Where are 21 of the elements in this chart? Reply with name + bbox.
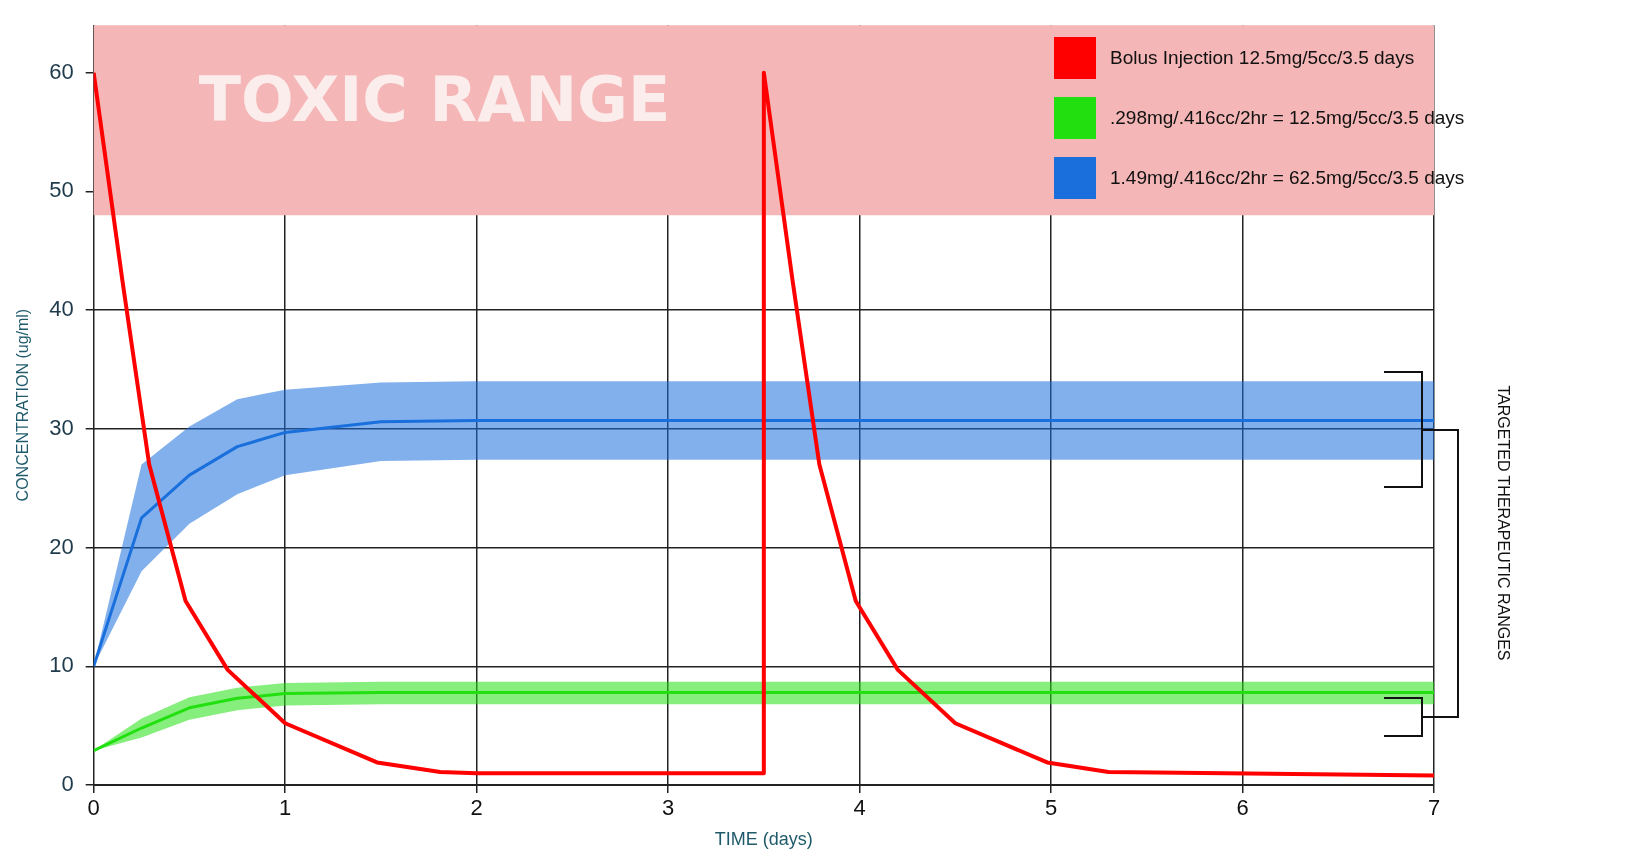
y-axis-title: CONCENTRATION (ug/ml) [14,308,32,502]
y-tick-label: 20 [49,533,74,559]
x-tick-label: 5 [1044,795,1058,821]
legend-label: Bolus Injection 12.5mg/5cc/3.5 days [1110,47,1415,69]
x-tick-label: 2 [470,795,483,821]
y-tick-label: 10 [49,652,74,678]
x-tick-label: 4 [853,795,866,821]
y-tick-label: 60 [49,58,74,84]
x-tick-label: 0 [87,795,100,821]
y-tick-label: 50 [49,177,74,203]
y-tick-label: 40 [49,296,74,322]
x-axis-title: TIME (days) [714,829,813,850]
x-tick-label: 3 [661,795,675,821]
x-tick-label: 6 [1236,795,1249,821]
x-tick-label: 1 [279,795,292,821]
legend-label: 1.49mg/.416cc/2hr = 62.5mg/5cc/3.5 days [1110,167,1465,189]
y-tick-label: 0 [61,771,74,797]
text: TARGETED THERAPEUTIC RANGES [1494,385,1512,661]
y-tick-label: 30 [49,414,74,440]
x-tick-label: 7 [1427,795,1441,821]
legend-label: .298mg/.416cc/2hr = 12.5mg/5cc/3.5 days [1110,107,1465,129]
